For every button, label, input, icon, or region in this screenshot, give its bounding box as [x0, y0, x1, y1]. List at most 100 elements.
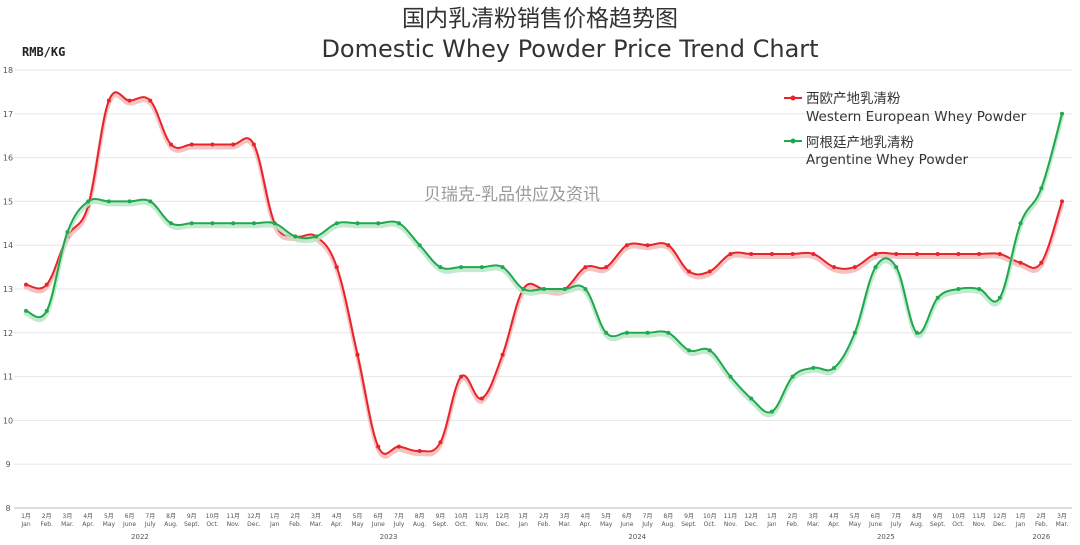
data-point [562, 287, 567, 291]
data-point [127, 199, 132, 204]
x-tick-label-cn: 5月 [601, 513, 611, 520]
data-point [687, 348, 692, 353]
data-point [749, 251, 754, 256]
x-tick-label: Jan [20, 521, 30, 528]
data-point [355, 221, 360, 226]
data-point [583, 287, 588, 291]
x-tick-label-cn: 7月 [891, 513, 901, 520]
data-point [956, 287, 961, 291]
legend-label-argentine-en: Argentine Whey Powder [806, 152, 969, 168]
x-tick-label-cn: 11月 [226, 513, 240, 520]
x-tick-label: May [103, 521, 116, 528]
x-tick-label-cn: 9月 [187, 513, 197, 520]
legend-label-western-cn: 西欧产地乳清粉 [806, 91, 901, 107]
x-tick-label: Mar. [310, 521, 323, 528]
year-label: 2022 [131, 533, 149, 541]
data-point [396, 221, 401, 226]
series-layer [24, 91, 1064, 459]
x-tick-label: Mar. [558, 521, 571, 528]
y-tick-label: 12 [3, 329, 13, 338]
data-point [127, 98, 132, 103]
data-point [479, 396, 484, 401]
data-point [438, 265, 443, 270]
x-tick-label-cn: 5月 [104, 513, 114, 520]
x-tick-label: Feb. [786, 521, 799, 528]
x-tick-label-cn: 10月 [952, 513, 966, 520]
legend-label-argentine-cn: 阿根廷产地乳清粉 [806, 135, 914, 151]
x-tick-label: Apr. [580, 521, 592, 528]
data-point [438, 440, 443, 445]
data-point [169, 221, 174, 226]
x-tick-label-cn: 8月 [415, 513, 425, 520]
x-tick-label: Dec. [744, 521, 758, 528]
data-point [728, 374, 733, 379]
x-tick-label-cn: 6月 [622, 513, 632, 520]
legend: 西欧产地乳清粉 Western European Whey Powder 阿根廷… [784, 91, 1027, 168]
data-point [873, 265, 878, 270]
data-point [852, 265, 857, 270]
data-point [1060, 111, 1064, 116]
x-tick-label: May [351, 521, 364, 528]
x-tick-label-cn: 6月 [125, 513, 135, 520]
data-point [521, 287, 526, 291]
year-label: 2023 [380, 533, 398, 541]
x-tick-label-cn: 9月 [435, 513, 445, 520]
data-point [293, 234, 298, 239]
data-point [417, 449, 422, 454]
data-point [1060, 199, 1064, 204]
x-tick-label-cn: 5月 [353, 513, 363, 520]
x-tick-label-cn: 6月 [373, 513, 383, 520]
x-tick-label-cn: 4月 [332, 513, 342, 520]
x-tick-label-cn: 7月 [145, 513, 155, 520]
data-point [707, 348, 712, 353]
data-point [1018, 221, 1023, 226]
chart-title: 国内乳清粉销售价格趋势图 [402, 6, 678, 32]
data-point [459, 374, 464, 379]
legend-label-western-en: Western European Whey Powder [806, 109, 1027, 125]
x-tick-label: Apr. [828, 521, 840, 528]
x-axis-ticks: 1月Jan2月Feb.3月Mar.4月Apr.5月May6月June7月July… [20, 513, 1068, 528]
data-point [1039, 186, 1044, 191]
x-tick-label: Feb. [40, 521, 53, 528]
x-tick-label: June [619, 521, 633, 528]
data-point [169, 142, 174, 147]
data-point [583, 265, 588, 270]
y-tick-label: 16 [3, 154, 13, 163]
x-tick-label: Sept. [433, 521, 449, 528]
legend-marker-argentine [790, 138, 796, 144]
x-tick-label: Mar. [61, 521, 74, 528]
x-tick-label: Oct. [455, 521, 467, 528]
x-tick-label: Jan [1015, 521, 1025, 528]
x-tick-label-cn: 8月 [912, 513, 922, 520]
series-line-western [25, 91, 1063, 455]
x-tick-label-cn: 3月 [1057, 513, 1067, 520]
x-tick-label: Aug. [413, 521, 427, 528]
data-point [459, 265, 464, 270]
year-label: 2024 [628, 533, 646, 541]
data-point [811, 365, 816, 370]
x-tick-label-cn: 3月 [808, 513, 818, 520]
chart-subtitle: Domestic Whey Powder Price Trend Chart [321, 35, 818, 63]
x-tick-label-cn: 6月 [871, 513, 881, 520]
x-tick-label-cn: 10月 [454, 513, 468, 520]
x-tick-label: Jan [766, 521, 776, 528]
x-axis-years: 2022 2023 2024 2025 2026 [131, 533, 1051, 541]
x-tick-label-cn: 12月 [247, 513, 261, 520]
data-point [210, 142, 215, 147]
x-tick-label-cn: 4月 [829, 513, 839, 520]
data-point [1039, 260, 1044, 265]
x-tick-label: Jan [518, 521, 528, 528]
data-point [148, 98, 153, 103]
data-point [604, 330, 609, 335]
x-tick-label: June [868, 521, 882, 528]
data-point [894, 251, 899, 256]
x-tick-label-cn: 2月 [290, 513, 300, 520]
x-tick-label: Nov. [227, 521, 240, 528]
data-point [189, 221, 194, 226]
data-point [624, 243, 629, 248]
x-tick-label-cn: 1月 [518, 513, 528, 520]
x-tick-label-cn: 5月 [850, 513, 860, 520]
x-tick-label: July [890, 521, 902, 528]
data-point [65, 230, 70, 235]
x-tick-label: Nov. [475, 521, 488, 528]
